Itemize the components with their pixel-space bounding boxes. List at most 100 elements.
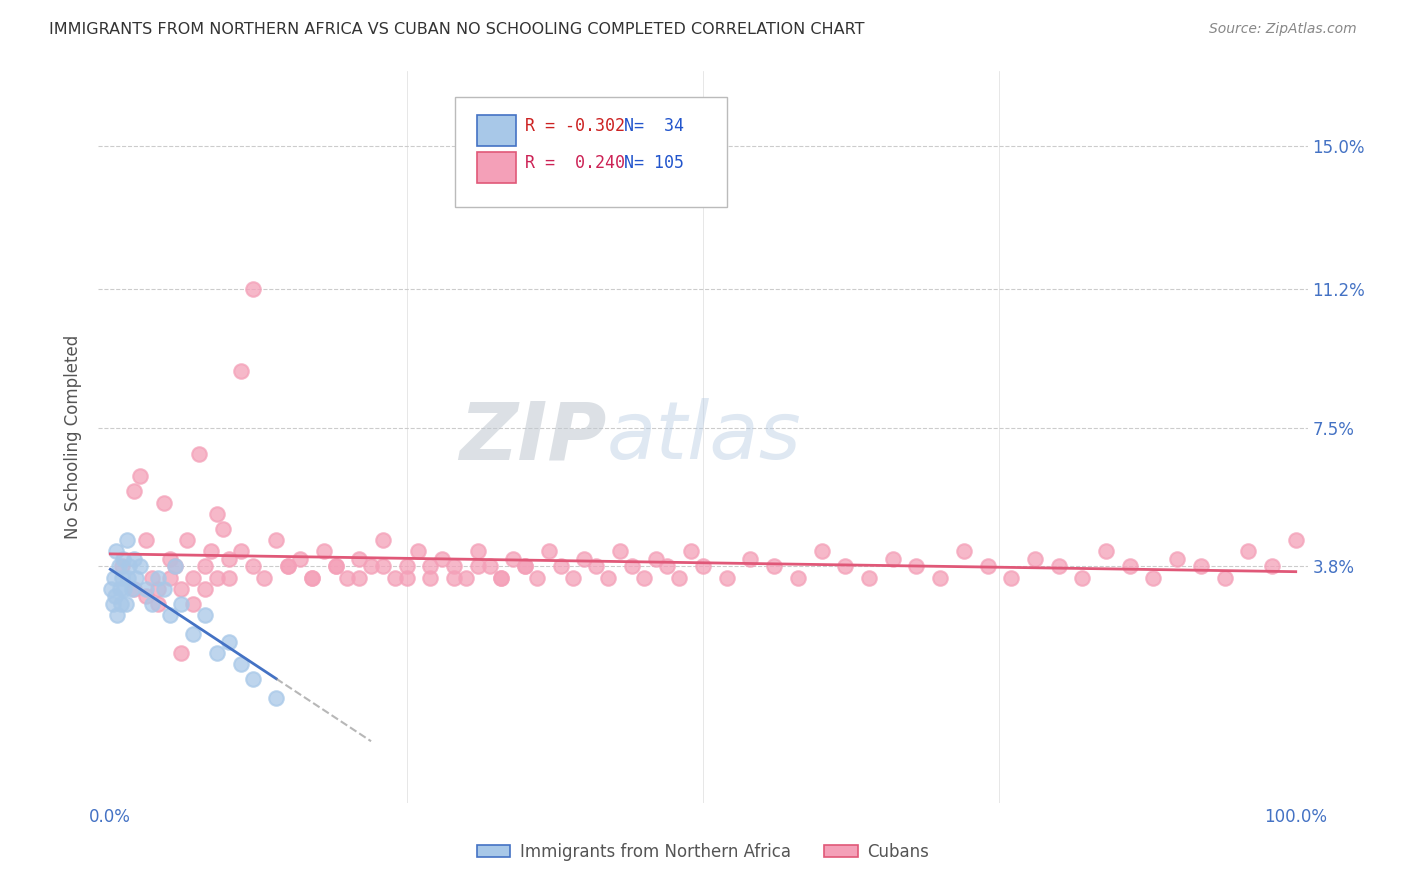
Text: R = -0.302: R = -0.302 <box>526 117 626 136</box>
Point <box>218 552 240 566</box>
Point <box>432 552 454 566</box>
Point <box>537 544 560 558</box>
Point <box>205 646 228 660</box>
Text: R =  0.240: R = 0.240 <box>526 153 626 172</box>
Point <box>786 571 808 585</box>
Point <box>121 582 143 596</box>
Point <box>129 559 152 574</box>
Point <box>181 571 204 585</box>
Point <box>810 544 832 558</box>
Point <box>644 552 666 566</box>
Point <box>395 559 418 574</box>
Point <box>561 571 583 585</box>
Point <box>325 559 347 574</box>
Point <box>1166 552 1188 566</box>
Point <box>277 559 299 574</box>
Point <box>111 571 134 585</box>
Point <box>1285 533 1308 548</box>
Point <box>205 571 228 585</box>
Point <box>288 552 311 566</box>
Point <box>478 559 501 574</box>
Point <box>620 559 643 574</box>
Point <box>929 571 952 585</box>
Point <box>347 552 370 566</box>
Point <box>1213 571 1236 585</box>
Point <box>118 559 141 574</box>
Point <box>176 533 198 548</box>
Point <box>491 571 513 585</box>
Point <box>152 582 174 596</box>
Text: N= 105: N= 105 <box>624 153 685 172</box>
Point <box>170 597 193 611</box>
Point <box>371 559 394 574</box>
Point <box>253 571 276 585</box>
Point <box>264 533 287 548</box>
Point <box>165 559 187 574</box>
Point <box>454 571 477 585</box>
Text: ZIP: ZIP <box>458 398 606 476</box>
Point <box>242 672 264 686</box>
Point <box>115 533 138 548</box>
Point <box>834 559 856 574</box>
Point <box>107 559 129 574</box>
Point <box>716 571 738 585</box>
Point <box>1000 571 1022 585</box>
Point <box>1047 559 1070 574</box>
Point <box>229 544 252 558</box>
Point <box>1237 544 1260 558</box>
Point <box>205 507 228 521</box>
Point <box>384 571 406 585</box>
Point <box>598 571 620 585</box>
Point <box>515 559 537 574</box>
Point <box>1071 571 1094 585</box>
Point <box>110 597 132 611</box>
Point <box>146 582 169 596</box>
Point <box>763 559 786 574</box>
Point <box>905 559 928 574</box>
Text: N=  34: N= 34 <box>624 117 685 136</box>
Point <box>194 608 217 623</box>
Point <box>336 571 359 585</box>
Point <box>1142 571 1164 585</box>
Point <box>882 552 904 566</box>
Legend: Immigrants from Northern Africa, Cubans: Immigrants from Northern Africa, Cubans <box>470 837 936 868</box>
Point <box>976 559 998 574</box>
Point <box>681 544 703 558</box>
FancyBboxPatch shape <box>477 115 516 146</box>
Point <box>550 559 572 574</box>
Point <box>129 469 152 483</box>
Point <box>117 571 139 585</box>
Point <box>104 590 127 604</box>
Point <box>165 559 187 574</box>
Point <box>159 552 181 566</box>
Point <box>135 582 157 596</box>
Point <box>242 559 264 574</box>
Point <box>108 582 131 596</box>
Point <box>105 608 128 623</box>
Point <box>347 571 370 585</box>
Point <box>692 559 714 574</box>
Point <box>135 590 157 604</box>
Point <box>609 544 631 558</box>
Point <box>502 552 524 566</box>
Point <box>443 571 465 585</box>
Point <box>408 544 430 558</box>
Point <box>740 552 762 566</box>
Point <box>141 597 163 611</box>
Point <box>122 552 145 566</box>
Point <box>1095 544 1118 558</box>
Point <box>146 597 169 611</box>
Point <box>114 597 136 611</box>
Point <box>194 559 217 574</box>
Point <box>212 522 235 536</box>
Point <box>101 597 124 611</box>
FancyBboxPatch shape <box>456 97 727 207</box>
Point <box>526 571 548 585</box>
Point <box>200 544 222 558</box>
Point <box>125 571 148 585</box>
Point <box>515 559 537 574</box>
Point <box>112 552 135 566</box>
Point <box>443 559 465 574</box>
Point <box>159 608 181 623</box>
Point <box>264 690 287 705</box>
